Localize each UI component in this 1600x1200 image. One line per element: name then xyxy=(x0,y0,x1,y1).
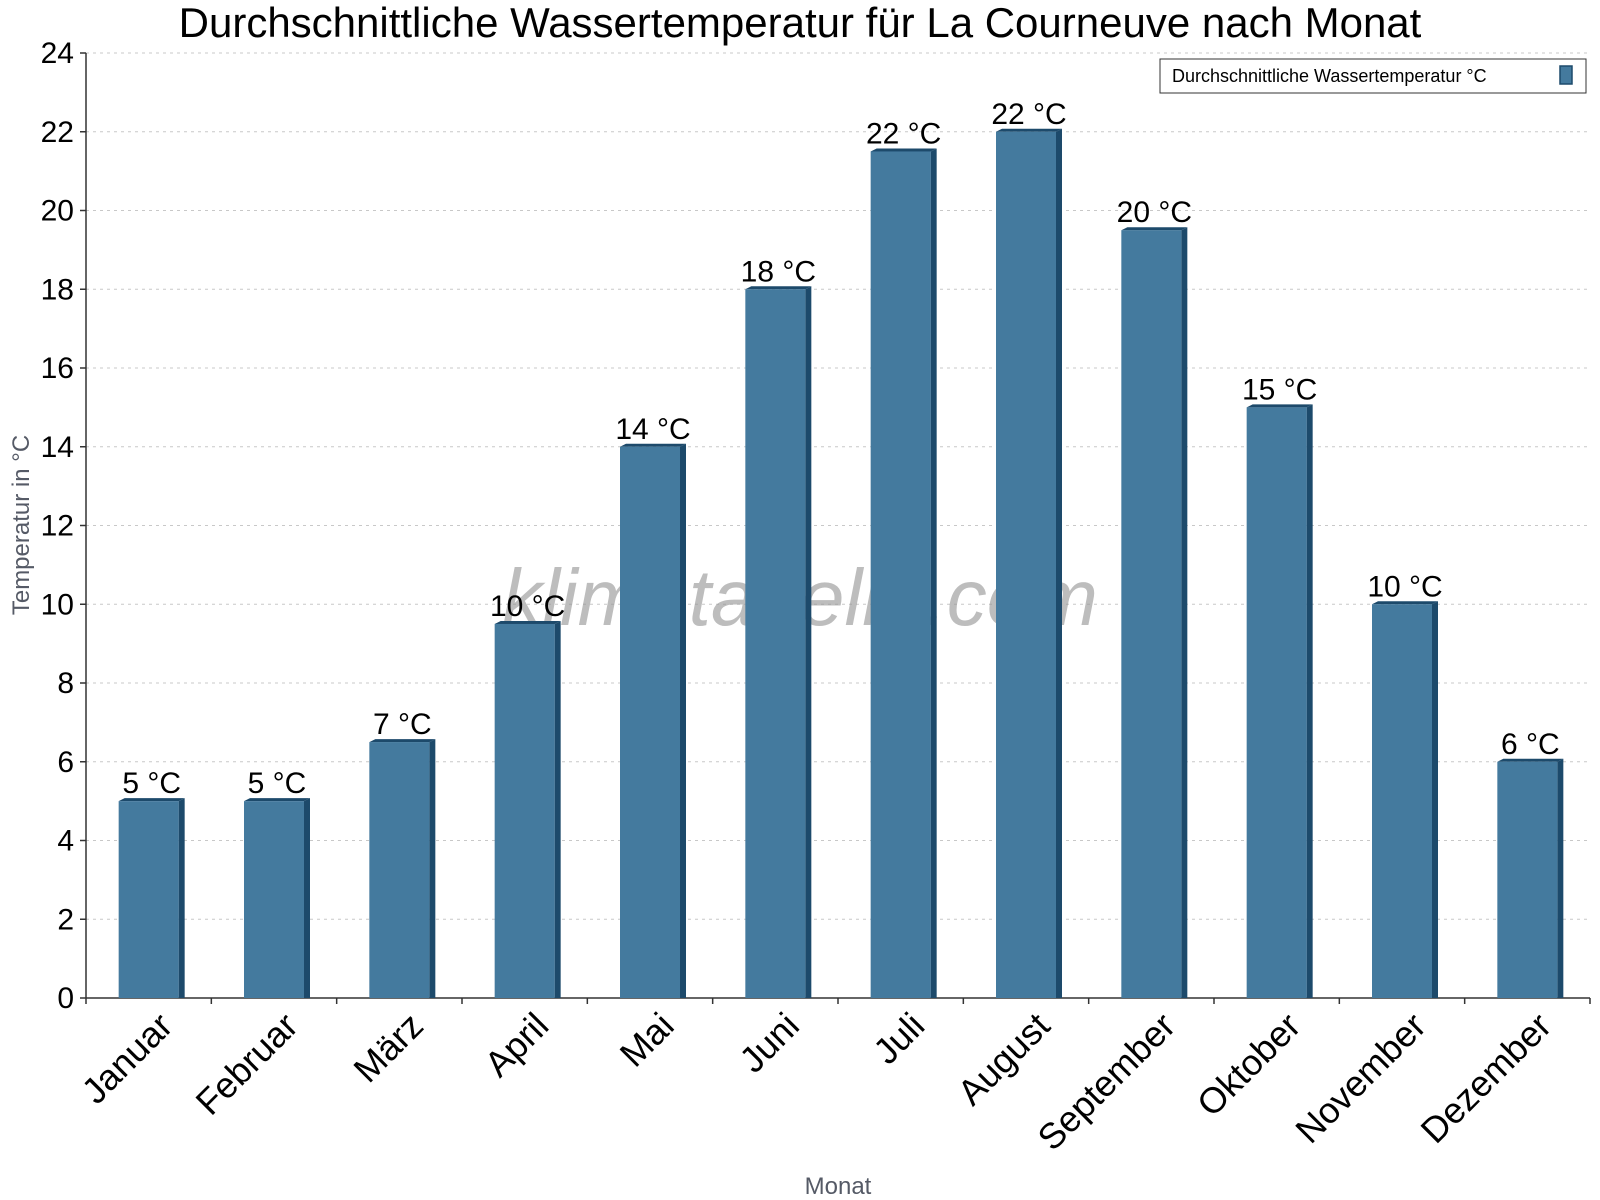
x-tick-label: April xyxy=(476,1005,556,1085)
bar-side xyxy=(178,798,185,998)
bar-dezember xyxy=(1497,758,1564,998)
bar-front xyxy=(1246,407,1307,998)
bar-top xyxy=(1246,404,1313,408)
value-label: 10 °C xyxy=(1367,570,1442,603)
bar-märz xyxy=(369,739,436,998)
bar-juli xyxy=(870,148,937,998)
bar-top xyxy=(1372,601,1438,605)
x-tick-labels: Januar Februar März April Mai Juni Juli AugustS… xyxy=(73,1005,1559,1159)
value-label: 5 °C xyxy=(248,767,307,800)
bar-top xyxy=(745,286,812,290)
bar-front xyxy=(745,289,806,998)
value-label: 10 °C xyxy=(490,590,565,623)
y-tick-label: 16 xyxy=(41,352,74,385)
legend-swatch xyxy=(1559,65,1573,85)
value-label: 7 °C xyxy=(373,708,432,741)
bar-top xyxy=(996,128,1062,132)
gridlines xyxy=(86,52,1590,920)
bar-side xyxy=(1557,758,1564,998)
bar-april xyxy=(494,620,561,998)
bar-top xyxy=(118,798,185,802)
y-tick-label: 10 xyxy=(41,588,74,621)
bar-front xyxy=(1121,230,1182,998)
x-tick-label: Februar xyxy=(188,1005,306,1123)
x-tick-label: Juni xyxy=(731,1005,807,1081)
bar-side xyxy=(1056,128,1062,998)
value-label: 15 °C xyxy=(1242,373,1317,406)
bar-top xyxy=(620,443,686,447)
bar-januar xyxy=(118,798,185,998)
y-tick-label: 0 xyxy=(57,982,74,1015)
y-tick-label: 2 xyxy=(57,903,74,936)
bar-side xyxy=(1181,227,1188,998)
bar-top xyxy=(1121,227,1188,231)
y-tick-label: 14 xyxy=(41,431,74,464)
bar-top xyxy=(870,148,937,152)
x-axis-label: Monat xyxy=(805,1173,872,1200)
y-tick-label: 24 xyxy=(41,37,74,70)
bar-side xyxy=(930,148,937,998)
bar-top xyxy=(494,620,561,624)
x-tick-label: Mai xyxy=(612,1005,682,1075)
bar-top xyxy=(244,798,310,802)
bar-november xyxy=(1372,601,1438,998)
x-tick-label: September xyxy=(1029,1005,1183,1159)
bars xyxy=(118,128,1564,998)
value-labels: 5 °C 5 °C 7 °C 10 °C 14 °C 18 °C 22 °C 22 °C 20 … xyxy=(122,98,1559,800)
x-tick-label: Januar xyxy=(73,1005,180,1112)
y-tick-label: 12 xyxy=(41,510,74,543)
x-tick-label: November xyxy=(1287,1005,1433,1151)
x-tick-label: Juli xyxy=(865,1005,932,1072)
bar-front xyxy=(620,446,680,998)
x-tick-label: März xyxy=(345,1005,431,1091)
value-label: 20 °C xyxy=(1117,196,1192,229)
axes xyxy=(80,52,1591,1004)
bar-front xyxy=(369,742,430,998)
y-axis-label: Temperatur in °C xyxy=(8,435,35,615)
bar-august xyxy=(996,128,1062,998)
bar-front xyxy=(494,623,555,998)
bar-mai xyxy=(620,443,686,998)
y-tick-label: 20 xyxy=(41,195,74,228)
bar-front xyxy=(118,801,179,998)
y-tick-label: 18 xyxy=(41,273,74,306)
legend-box xyxy=(1159,58,1587,94)
bar-top xyxy=(1497,758,1564,762)
value-label: 18 °C xyxy=(741,255,816,288)
bar-september xyxy=(1121,227,1188,998)
bar-februar xyxy=(244,798,310,998)
bar-front xyxy=(870,151,931,998)
legend: Durchschnittliche Wassertemperatur °C xyxy=(1159,58,1587,94)
y-tick-label: 8 xyxy=(57,667,74,700)
value-label: 5 °C xyxy=(122,767,181,800)
bar-side xyxy=(304,798,310,998)
value-label: 22 °C xyxy=(866,117,941,150)
value-label: 14 °C xyxy=(615,413,690,446)
x-tick-label: Dezember xyxy=(1413,1005,1559,1151)
x-tick-label: August xyxy=(949,1005,1057,1113)
chart-title: Durchschnittliche Wassertemperatur für L… xyxy=(179,0,1422,46)
bar-front xyxy=(1372,604,1432,998)
value-label: 6 °C xyxy=(1501,728,1560,761)
bar-side xyxy=(1432,601,1438,998)
legend-entry: Durchschnittliche Wassertemperatur °C xyxy=(1172,66,1487,86)
bar-side xyxy=(554,620,561,998)
value-label: 22 °C xyxy=(991,98,1066,131)
bar-side xyxy=(1306,404,1313,998)
bar-front xyxy=(244,801,304,998)
bar-front xyxy=(996,131,1056,998)
y-tick-label: 6 xyxy=(57,746,74,779)
bar-front xyxy=(1497,761,1558,998)
bar-juni xyxy=(745,286,812,998)
y-tick-label: 22 xyxy=(41,116,74,149)
bar-side xyxy=(805,286,812,998)
x-tick-label: Oktober xyxy=(1189,1005,1309,1125)
bar-top xyxy=(369,739,436,743)
bar-oktober xyxy=(1246,404,1313,998)
y-tick-label: 4 xyxy=(57,825,74,858)
bar-side xyxy=(680,443,686,998)
bar-side xyxy=(429,739,436,998)
